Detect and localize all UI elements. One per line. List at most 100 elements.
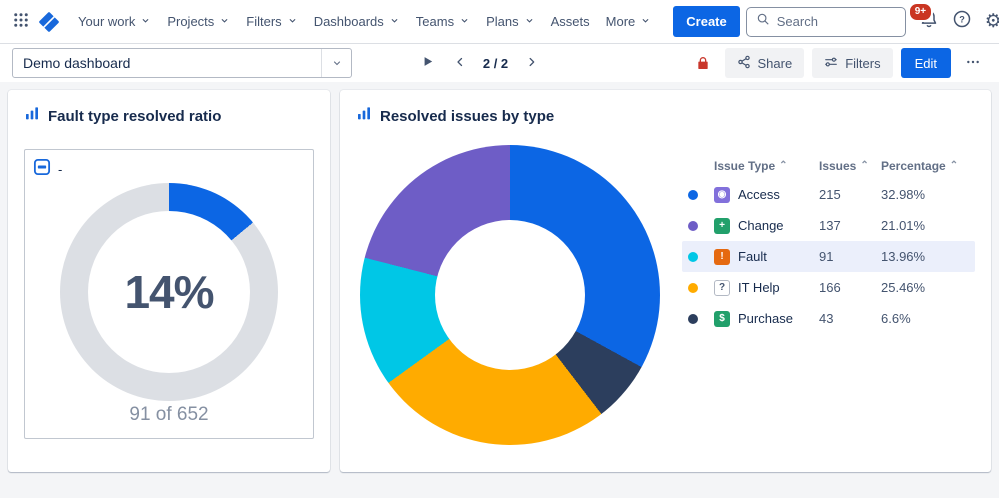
nav-item-teams[interactable]: Teams: [408, 7, 478, 36]
nav-item-label: Dashboards: [313, 14, 384, 29]
share-button[interactable]: Share: [724, 48, 805, 78]
dashboard-actions: Share Filters Edit: [695, 48, 988, 78]
pie-card-title: Resolved issues by type: [380, 108, 555, 125]
search-input[interactable]: [776, 14, 896, 29]
nav-item-filters[interactable]: Filters: [238, 7, 305, 36]
create-button[interactable]: Create: [673, 6, 740, 37]
chart-icon: [24, 106, 40, 127]
settings-button[interactable]: ⚙: [985, 12, 999, 32]
gauge-value: 14%: [124, 266, 214, 318]
table-row-access[interactable]: ◉ Access 215 32.98%: [682, 179, 975, 210]
column-header-label: Percentage: [881, 159, 946, 173]
app-switcher-button[interactable]: [12, 8, 30, 36]
issues-count: 137: [819, 218, 841, 233]
nav-item-more[interactable]: More: [598, 7, 660, 36]
nav-utilities: 9+ ? ⚙: [745, 2, 999, 37]
issue-type-icon: ◉: [714, 186, 730, 203]
column-header-issues[interactable]: Issues ⌃: [819, 159, 881, 173]
gauge-card-title: Fault type resolved ratio: [48, 108, 222, 125]
ellipsis-icon: [965, 54, 981, 73]
gauge-legend: -: [33, 158, 305, 181]
issue-type-icon: ?: [714, 279, 730, 296]
nav-item-plans[interactable]: Plans: [478, 7, 543, 36]
issue-type-label[interactable]: Access: [738, 187, 780, 202]
legend-dot: [688, 251, 698, 262]
filters-button[interactable]: Filters: [812, 48, 893, 78]
nav-item-dashboards[interactable]: Dashboards: [306, 7, 408, 36]
question-circle-icon: ?: [952, 10, 972, 33]
issue-type-label[interactable]: Change: [738, 218, 784, 233]
dashboard-toolbar: Demo dashboard 2 / 2: [0, 44, 999, 82]
chevron-down-icon: [524, 14, 535, 29]
primary-nav: Your work Projects Filters Dashboards Te…: [70, 7, 659, 36]
play-icon: [421, 55, 434, 71]
filters-button-label: Filters: [845, 55, 881, 71]
gauge-hole: 14%: [88, 211, 250, 373]
previous-page-button[interactable]: [449, 52, 471, 74]
legend-dot: [688, 282, 698, 293]
top-navigation: Your work Projects Filters Dashboards Te…: [0, 0, 999, 44]
help-button[interactable]: ?: [952, 9, 972, 34]
chevron-down-icon: [287, 14, 298, 29]
column-header-label: Issues: [819, 159, 857, 173]
nav-item-label: Projects: [167, 14, 215, 29]
edit-button[interactable]: Edit: [900, 48, 951, 78]
issue-type-label[interactable]: Fault: [738, 249, 767, 264]
nav-item-label: Filters: [246, 14, 282, 29]
gauge-card-header: Fault type resolved ratio: [24, 106, 314, 127]
issue-type-icon: !: [714, 248, 730, 265]
column-header-issue-type[interactable]: Issue Type ⌃: [714, 159, 819, 173]
issue-type-label[interactable]: Purchase: [738, 311, 793, 326]
sort-caret-icon: ⌃: [779, 160, 788, 171]
nav-item-label: More: [605, 14, 636, 29]
dashboard-selector[interactable]: Demo dashboard: [12, 48, 352, 78]
next-page-button[interactable]: [520, 52, 542, 74]
gauge-sublabel: 91 of 652: [129, 404, 209, 425]
column-header-percentage[interactable]: Percentage ⌃: [881, 159, 969, 173]
gauge-legend-label: -: [58, 162, 63, 177]
notification-badge: 9+: [907, 2, 934, 22]
nav-item-label: Plans: [486, 14, 519, 29]
chevron-down-icon: [389, 14, 400, 29]
chevron-left-icon: [453, 55, 467, 72]
chevron-down-icon: [459, 14, 470, 29]
gauge-gadget-card: Fault type resolved ratio - 14% 91 of 65…: [8, 90, 330, 472]
issues-percentage: 25.46%: [881, 280, 926, 295]
pie-gadget-body: Issue Type ⌃ Issues ⌃ Percentage ⌃: [356, 127, 975, 445]
sliders-icon: [824, 55, 838, 72]
issues-count: 166: [819, 280, 841, 295]
table-row-fault[interactable]: ! Fault 91 13.96%: [682, 241, 975, 272]
table-row-it-help[interactable]: ? IT Help 166 25.46%: [682, 272, 975, 303]
page-indicator: 2 / 2: [482, 55, 509, 71]
issue-type-icon: +: [714, 217, 730, 234]
sort-caret-icon: ⌃: [860, 160, 869, 171]
restricted-lock-icon: [695, 55, 711, 71]
legend-dot: [688, 189, 698, 200]
pie-card-header: Resolved issues by type: [356, 106, 975, 127]
table-row-change[interactable]: + Change 137 21.01%: [682, 210, 975, 241]
jira-logo[interactable]: [38, 11, 60, 33]
chevron-down-icon: [640, 14, 651, 29]
more-options-button[interactable]: [959, 49, 987, 77]
global-search[interactable]: [745, 6, 906, 37]
issue-type-label[interactable]: IT Help: [738, 280, 780, 295]
issue-type-table: Issue Type ⌃ Issues ⌃ Percentage ⌃: [682, 153, 975, 445]
nav-item-your-work[interactable]: Your work: [70, 7, 159, 36]
issues-percentage: 21.01%: [881, 218, 926, 233]
chevron-down-icon[interactable]: [321, 49, 351, 77]
slideshow-pagination: 2 / 2: [417, 52, 542, 74]
donut-chart[interactable]: [360, 145, 660, 445]
issues-percentage: 6.6%: [881, 311, 911, 326]
legend-dot: [688, 220, 698, 231]
table-header-row: Issue Type ⌃ Issues ⌃ Percentage ⌃: [682, 153, 975, 179]
play-slideshow-button[interactable]: [417, 52, 439, 74]
share-button-label: Share: [757, 55, 793, 71]
nav-item-assets[interactable]: Assets: [543, 7, 598, 36]
notifications-button[interactable]: 9+: [907, 2, 939, 34]
nav-item-projects[interactable]: Projects: [159, 7, 238, 36]
table-row-purchase[interactable]: $ Purchase 43 6.6%: [682, 303, 975, 334]
chevron-down-icon: [140, 14, 151, 29]
chart-icon: [356, 106, 372, 127]
gadget-icon: [33, 158, 51, 181]
